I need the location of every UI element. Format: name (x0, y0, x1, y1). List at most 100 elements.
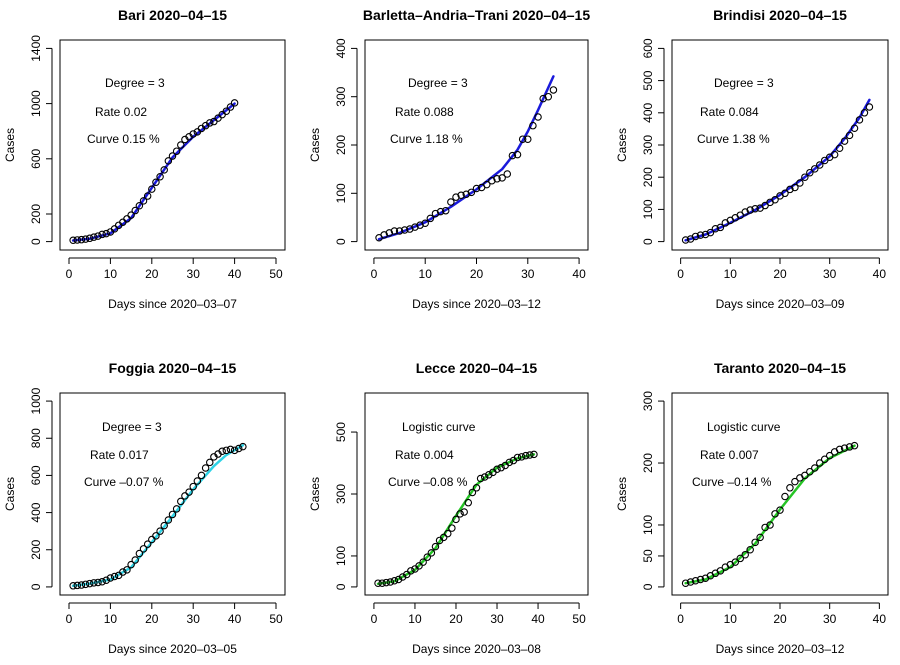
data-point (524, 135, 532, 143)
data-point (426, 214, 435, 223)
data-point (106, 574, 115, 582)
data-point (815, 459, 824, 467)
data-point (452, 193, 460, 201)
x-axis-label: Days since 2020–03–05 (108, 642, 237, 656)
data-point (825, 451, 834, 460)
data-point (456, 510, 464, 518)
x-tick-label: 0 (371, 612, 378, 626)
data-point (447, 198, 455, 206)
data-point (234, 444, 243, 453)
data-point (711, 224, 720, 233)
x-tick-label: 20 (470, 267, 484, 281)
data-point (756, 533, 764, 542)
data-point (168, 510, 177, 519)
data-point (529, 121, 537, 130)
data-point (850, 124, 859, 133)
annotation-text: Curve –0.07 % (84, 475, 164, 489)
x-tick-label: 30 (187, 612, 201, 626)
data-point (230, 446, 239, 455)
data-point (736, 554, 745, 563)
data-point (94, 232, 102, 240)
data-point (488, 176, 496, 185)
y-tick-label: 0 (29, 238, 43, 245)
plot-frame (671, 39, 889, 251)
x-tick-label: 30 (823, 267, 837, 281)
plot-frame (671, 392, 889, 596)
data-point (850, 441, 859, 450)
y-tick-label: 100 (641, 199, 655, 219)
chart-panel: Brindisi 2020–04–150 10 20 30 40010020030040… (615, 7, 889, 311)
y-tick-label: 100 (641, 515, 655, 535)
data-point (143, 540, 152, 548)
data-point (416, 221, 424, 229)
y-tick-label: 300 (334, 86, 348, 106)
data-point (786, 185, 794, 194)
y-tick-label: 400 (334, 38, 348, 58)
chart-panel: Bari 2020–04–15 0 10 20 30 40 50 0 200 600 1000 140… (3, 7, 286, 311)
x-tick-label: 10 (419, 267, 433, 281)
x-tick-label: 40 (572, 267, 586, 281)
annotation-text: Rate 0.02 (95, 105, 147, 119)
annotation-text: Curve –0.14 % (692, 475, 772, 489)
data-point (222, 446, 231, 455)
data-point (706, 228, 715, 237)
data-point (751, 538, 759, 547)
data-point (189, 130, 197, 138)
data-point (226, 445, 235, 454)
data-point (467, 188, 476, 197)
fit-curve (71, 444, 245, 588)
data-point (398, 573, 407, 581)
data-point (423, 553, 432, 561)
data-point (380, 231, 388, 239)
chart-title: Lecce 2020–04–15 (416, 360, 538, 376)
data-point (472, 184, 481, 193)
annotation-text: Rate 0.084 (700, 105, 759, 119)
data-point (218, 447, 226, 456)
data-point (549, 86, 558, 94)
chart-panel: Foggia 2020–04–15 0 10 20 30 40 50 0 200 400 600 80… (3, 360, 286, 656)
annotation-text: Rate 0.007 (700, 448, 759, 462)
data-point (239, 442, 247, 451)
annotation-text: Degree = 3 (408, 76, 468, 90)
data-point (497, 463, 505, 472)
data-point (766, 521, 774, 529)
data-point (102, 576, 111, 584)
x-tick-label: 10 (408, 612, 422, 626)
data-point (156, 172, 164, 181)
fit-curve (377, 75, 555, 241)
y-tick-label: 0 (641, 238, 655, 245)
data-point (85, 234, 94, 243)
data-point (518, 135, 527, 143)
x-tick-label: 10 (104, 267, 118, 281)
x-tick-label: 20 (145, 267, 159, 281)
data-point (143, 192, 152, 200)
data-point (419, 558, 427, 566)
x-tick-label: 10 (104, 612, 118, 626)
y-tick-label: 50 (641, 549, 655, 563)
data-point (189, 482, 197, 491)
data-point (431, 542, 440, 551)
data-point (81, 580, 90, 589)
data-point (160, 521, 168, 530)
data-point (73, 236, 82, 244)
data-point (493, 465, 501, 473)
data-point (436, 207, 445, 216)
x-tick-label: 0 (677, 612, 684, 626)
data-point (177, 141, 185, 149)
x-tick-label: 30 (187, 267, 201, 281)
data-point (801, 173, 809, 181)
data-point (152, 178, 160, 187)
data-point (201, 464, 210, 472)
data-point (77, 235, 86, 244)
data-point (415, 562, 423, 570)
data-point (407, 567, 415, 575)
data-point (835, 144, 844, 152)
data-point (185, 488, 193, 496)
annotation-text: Rate 0.088 (395, 105, 454, 119)
data-point (98, 230, 106, 239)
data-point (791, 477, 799, 486)
annotation-text: Curve 0.15 % (87, 132, 160, 146)
fit-curve (684, 98, 871, 242)
data-point (139, 197, 148, 205)
